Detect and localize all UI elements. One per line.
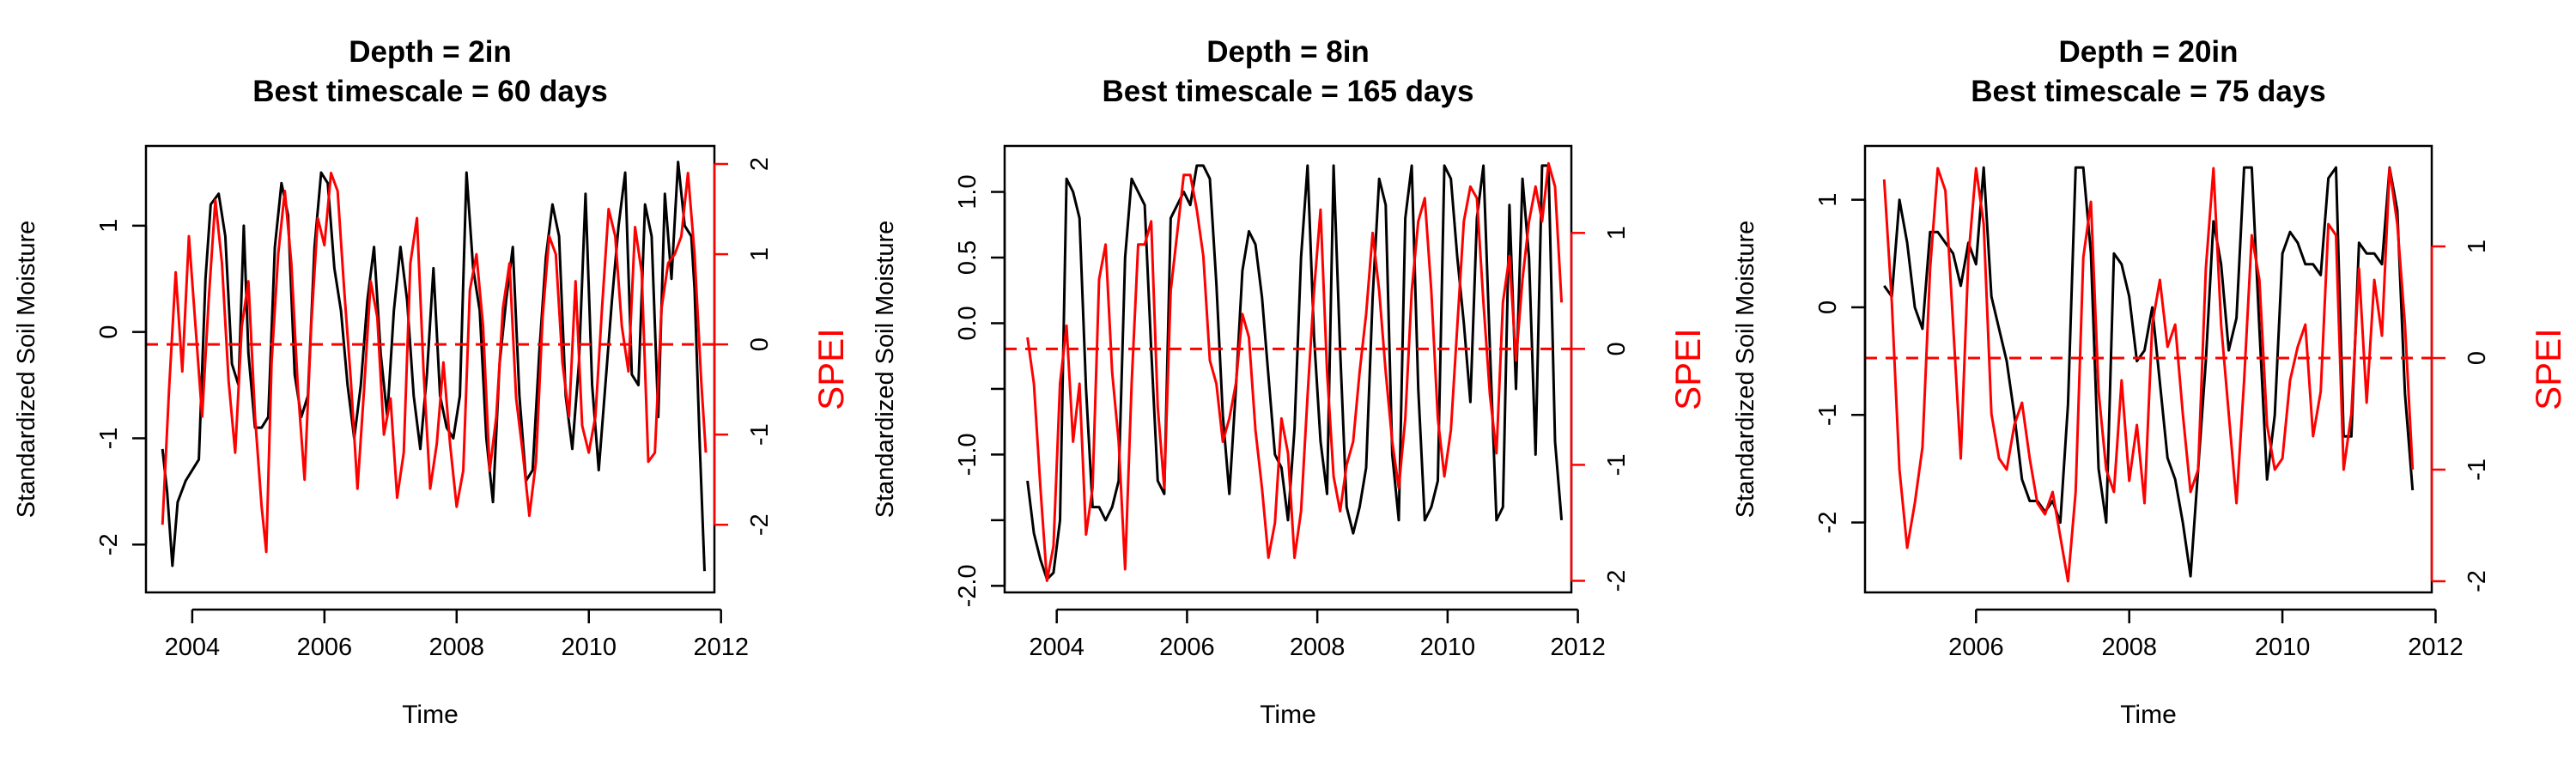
y-tick-label: -1 — [1814, 404, 1842, 426]
y-tick-label: 1 — [1814, 193, 1842, 207]
y-tick-label: 0.0 — [954, 306, 981, 340]
x-tick-label: 2012 — [693, 634, 749, 661]
panel-3: Depth = 20in Best timescale = 75 days 2006… — [1732, 35, 2568, 729]
spei-tick-label: -2 — [746, 513, 774, 536]
y-axis-left: -2 -1 0 1 Standardized Soil Moisture — [1732, 193, 1867, 534]
plot-area — [161, 161, 708, 572]
x-axis: 2004 2006 2008 2010 2012 Time — [165, 608, 749, 729]
spei-axis-label: SPEI — [2528, 328, 2568, 410]
spei-tick-label: -1 — [746, 423, 774, 446]
x-tick-label: 2012 — [2408, 634, 2464, 661]
y-tick-label: -2 — [1814, 512, 1842, 534]
chart-title-line: Best timescale = 165 days — [1103, 75, 1474, 108]
y-tick-label: -1.0 — [954, 433, 981, 476]
x-axis-label: Time — [402, 701, 459, 729]
y-tick-label: -2.0 — [954, 564, 981, 607]
y-axis-right: -2 -1 0 1 SPEI — [1570, 226, 1708, 592]
x-tick-label: 2006 — [1159, 634, 1215, 661]
y-tick-label: 0 — [1814, 300, 1842, 314]
spei-axis-label: SPEI — [811, 328, 851, 410]
x-tick-label: 2010 — [561, 634, 617, 661]
y-tick-label: 0 — [95, 325, 123, 339]
y-axis-right: -2 -1 0 1 SPEI — [2430, 240, 2568, 592]
x-tick-label: 2006 — [297, 634, 353, 661]
x-tick-label: 2008 — [2101, 634, 2157, 661]
y-axis-label: Standardized Soil Moisture — [872, 221, 899, 519]
chart-title-line: Depth = 8in — [1206, 35, 1370, 69]
x-tick-label: 2012 — [1550, 634, 1606, 661]
spei-tick-label: -2 — [1603, 570, 1631, 592]
soil-moisture-series-line — [161, 161, 706, 572]
spei-tick-label: 0 — [2464, 351, 2491, 365]
y-axis-label: Standardized Soil Moisture — [13, 221, 40, 519]
spei-tick-label: 1 — [1603, 226, 1631, 240]
x-tick-label: 2004 — [165, 634, 221, 661]
y-axis-label: Standardized Soil Moisture — [1732, 221, 1759, 519]
y-axis-right: -2 -1 0 1 2 SPEI — [713, 157, 851, 536]
x-axis: 2006 2008 2010 2012 Time — [1948, 608, 2464, 729]
x-axis-label: Time — [1260, 701, 1316, 729]
plot-area — [1882, 166, 2415, 583]
y-tick-label: -1 — [95, 428, 123, 450]
spei-tick-label: 1 — [2464, 240, 2491, 253]
spei-series-line — [1026, 161, 1564, 582]
spei-tick-label: 2 — [746, 157, 774, 171]
soil-moisture-series-line — [1883, 166, 2415, 578]
spei-tick-label: 0 — [1603, 342, 1631, 355]
x-tick-label: 2008 — [1290, 634, 1346, 661]
spei-series-line — [1882, 167, 2415, 583]
soil-moisture-series-line — [1026, 164, 1564, 581]
panel-2: Depth = 8in Best timescale = 165 days 2004… — [872, 35, 1708, 729]
chart-title-line: Depth = 20in — [2058, 35, 2238, 69]
spei-series-line — [161, 172, 708, 554]
y-tick-label: 0.5 — [954, 240, 981, 275]
plot-area — [1026, 161, 1564, 582]
y-axis-left: -2.0 -1.0 0.0 0.5 1.0 Standardized Soil Moist… — [872, 174, 1006, 607]
x-tick-label: 2006 — [1948, 634, 2004, 661]
x-tick-label: 2010 — [2255, 634, 2311, 661]
chart-title-line: Depth = 2in — [349, 35, 512, 69]
y-tick-label: 1 — [95, 219, 123, 233]
plot-frame — [1863, 144, 2433, 594]
spei-tick-label: 0 — [746, 337, 774, 351]
y-axis-left: -2 -1 0 1 Standardized Soil Moisture — [13, 219, 148, 555]
spei-tick-label: -1 — [1603, 454, 1631, 477]
x-tick-label: 2010 — [1420, 634, 1476, 661]
spei-tick-label: -1 — [2464, 458, 2491, 481]
chart-title-line: Best timescale = 60 days — [252, 75, 607, 108]
x-tick-label: 2008 — [429, 634, 485, 661]
chart-title-line: Best timescale = 75 days — [1971, 75, 2325, 108]
spei-tick-label: -2 — [2464, 570, 2491, 592]
spei-tick-label: 1 — [746, 247, 774, 261]
spei-axis-label: SPEI — [1668, 328, 1708, 410]
x-axis-label: Time — [2120, 701, 2177, 729]
x-axis: 2004 2006 2008 2010 2012 Time — [1029, 608, 1606, 729]
y-tick-label: 1.0 — [954, 174, 981, 209]
x-tick-label: 2004 — [1029, 634, 1084, 661]
y-tick-label: -2 — [95, 533, 123, 555]
